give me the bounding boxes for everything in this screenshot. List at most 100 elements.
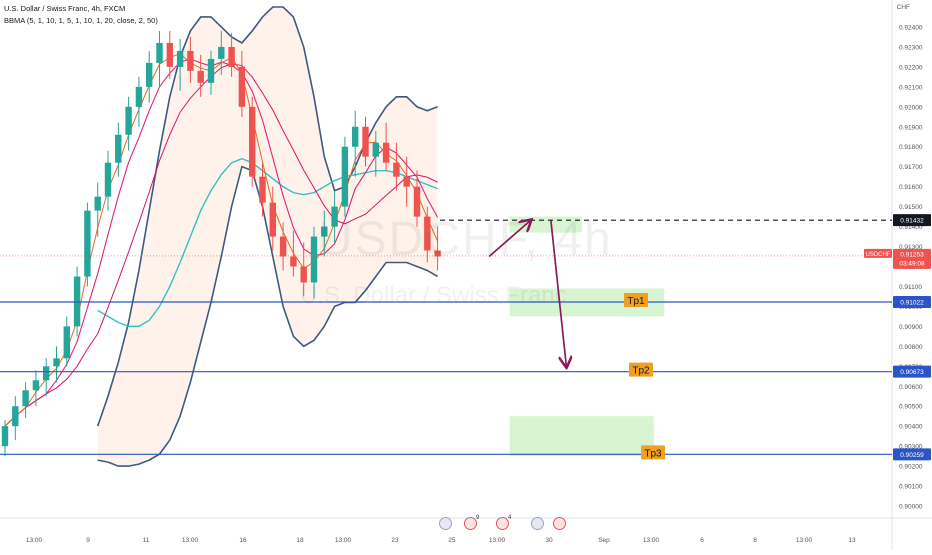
candle-body[interactable] [94,196,101,211]
candle-body[interactable] [382,142,390,163]
trade-arrows [488,220,566,367]
y-tick-label: 0.90500 [899,404,923,411]
candle-body[interactable] [104,162,112,197]
y-tick-label: 0.92300 [899,44,923,51]
tp1-tag-box [624,293,648,308]
candle-body[interactable] [197,70,204,83]
candle-body[interactable] [156,42,163,63]
candle-body[interactable] [166,42,173,67]
candle-body[interactable] [218,46,225,59]
x-tick-label: 25 [448,537,456,544]
ma50-line [97,157,438,328]
candle-body[interactable] [187,50,194,71]
candle-body[interactable] [115,134,122,163]
entry-price-tag [893,214,931,227]
y-tick-label: 0.92100 [899,84,923,91]
x-tick-label: 9 [86,537,90,544]
candle-body[interactable] [63,326,70,359]
candle-body[interactable] [207,58,215,83]
x-tick-label: 11 [143,537,150,544]
candle-body[interactable] [331,206,338,227]
candle-body[interactable] [279,236,287,257]
x-tick-label: 13:00 [796,537,813,544]
candle-body[interactable] [12,406,19,427]
candle-body[interactable] [1,426,9,447]
candle-body[interactable] [43,366,50,381]
tp1-tag-label: Tp1 [627,296,645,307]
bb-upper-line [96,6,438,427]
currency-badge[interactable]: CHF [896,4,910,11]
candle-body[interactable] [176,50,184,67]
candle-body[interactable] [269,202,276,237]
bb-fill [97,7,438,467]
candle-body[interactable] [135,86,143,107]
candles [1,30,441,457]
candle-body[interactable] [259,176,266,203]
tp1-price-tag [893,296,931,309]
candle-body[interactable] [403,176,410,187]
x-tick-label: 13:00 [643,537,660,544]
candle-body[interactable] [352,126,359,147]
tp2-price-tag [893,365,931,378]
candle-body[interactable] [434,250,441,257]
x-tick-label: 13:00 [182,537,199,544]
candle-body[interactable] [290,256,297,267]
event-flag-us[interactable] [531,517,544,530]
x-tick-label: 13:00 [26,537,43,544]
candle-body[interactable] [310,236,318,283]
x-tick-label: 16 [239,537,247,544]
candle-body[interactable] [424,216,431,251]
y-tick-label: 0.90200 [899,464,923,471]
candle-body[interactable] [228,46,235,67]
x-tick-label: 18 [296,537,304,544]
trade-arrow[interactable] [550,220,566,367]
event-flag-us[interactable] [439,517,452,530]
y-tick-label: 0.91700 [899,164,923,171]
candle-body[interactable] [84,210,91,277]
current-price-label: 0.91253 [900,251,924,258]
y-tick-label: 0.90100 [899,484,923,491]
candle-body[interactable] [300,266,307,283]
candle-body[interactable] [125,106,132,135]
candle-body[interactable] [413,186,421,217]
event-flag-ch[interactable] [553,517,566,530]
candle-body[interactable] [341,146,349,207]
bollinger-bands [4,6,439,467]
y-tick-label: 0.91600 [899,184,923,191]
candle-body[interactable] [238,66,246,107]
bb-lower-line [97,165,439,467]
trade-arrow[interactable] [488,221,530,258]
tp2-price-label: 0.90673 [900,369,924,376]
candle-body[interactable] [372,142,379,157]
candle-body[interactable] [362,126,369,157]
indicator-legend[interactable]: BBMA (5, 1, 10, 1, 5, 1, 10, 1, 20, clos… [4,16,158,25]
y-tick-label: 0.92400 [899,24,923,31]
tp1-price-label: 0.91022 [900,300,924,307]
event-flag-ch[interactable] [496,517,509,530]
x-tick-label: 6 [700,537,704,544]
candle-body[interactable] [321,226,328,237]
price-axis: 0.90000 0.90100 0.90200 0.90300 0.90400 0.905… [26,24,931,544]
candle-body[interactable] [393,162,400,177]
event-flag-ch[interactable] [464,517,477,530]
y-tick-label: 0.90800 [899,344,923,351]
candle-body[interactable] [32,380,40,391]
tp3-tag-label: Tp3 [644,448,662,459]
event-count: 4 [508,515,512,521]
symbol-tag-label: USDCHF [866,252,891,258]
candle-body[interactable] [146,62,153,87]
bar-countdown-label: 03:49:08 [899,260,925,267]
tp3-price-tag [893,448,931,461]
x-tick-label: 8 [753,537,757,544]
candle-body[interactable] [22,390,29,407]
candle-body[interactable] [53,358,60,367]
candle-body[interactable] [249,106,256,177]
symbol-tag [864,248,892,258]
event-count: 9 [476,515,480,521]
symbol-title[interactable]: U.S. Dollar / Swiss Franc, 4h, FXCM [4,4,126,13]
y-tick-label: 0.91100 [899,284,922,291]
y-tick-label: 0.90900 [899,324,923,331]
x-tick-label: 30 [545,537,553,544]
